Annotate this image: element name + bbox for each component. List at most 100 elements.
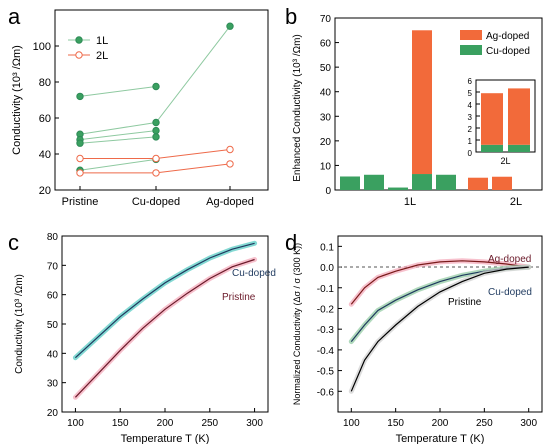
panel-d-series-label: Ag-doped xyxy=(488,254,531,265)
panel-a-point xyxy=(76,139,84,147)
panel-label-c: c xyxy=(8,230,19,255)
panel-b-legend-label: Ag-doped xyxy=(486,31,529,42)
panel-a-point xyxy=(152,133,160,141)
panel-b-group-label: 1L xyxy=(404,196,416,208)
panel-a-xtick-label: Ag-doped xyxy=(206,196,254,208)
panel-d-series-line xyxy=(350,266,529,392)
panel-a-point xyxy=(76,154,84,163)
panel-c-xtick-label: 200 xyxy=(157,418,174,429)
panel-a-chart: 20 40 60 80 100 Pristine Cu-doped Ag-doped Condu… xyxy=(11,9,269,208)
panel-b-bar-cu xyxy=(412,174,432,190)
panel-a-point xyxy=(152,154,160,163)
panel-b-inset-ytick-label: 4 xyxy=(468,101,473,110)
panel-b-inset-ytick-label: 3 xyxy=(468,113,473,122)
panel-d-xtick-label: 150 xyxy=(387,418,404,429)
panel-b-ytick-label: 0 xyxy=(325,186,331,197)
panel-d-series-band xyxy=(348,264,532,394)
panel-b-legend-label: Cu-doped xyxy=(486,46,530,57)
panel-d-ytick-label: 0.1 xyxy=(320,242,334,253)
panel-a-ytick-label: 80 xyxy=(39,77,51,89)
panel-c-series-label: Cu-doped xyxy=(232,268,276,279)
panel-b-bar-cu xyxy=(364,174,384,190)
panel-b-legend-swatch xyxy=(460,45,482,55)
panel-a-point xyxy=(152,118,160,127)
panel-a-point xyxy=(152,126,160,135)
panel-a-legend-label: 2L xyxy=(96,50,108,62)
panel-d-ytick-label: -0.2 xyxy=(317,304,335,315)
panel-c-ytick-label: 20 xyxy=(47,408,59,419)
panel-b-inset-ytick-label: 5 xyxy=(468,89,473,98)
panel-d-ytick-label: -0.5 xyxy=(317,367,335,378)
panel-a-point xyxy=(226,160,234,168)
panel-b-inset-bar-ag xyxy=(481,93,503,145)
panel-c-xlabel: Temperature T (K) xyxy=(121,433,210,444)
panel-b-ylabel: Enhanced Conductivity (10³ /Ωm) xyxy=(292,34,303,182)
panel-b-inset-bar-cu xyxy=(481,144,503,152)
panel-c-ytick-label: 60 xyxy=(47,291,59,302)
panel-b-bar-ag xyxy=(492,176,512,190)
panel-c-chart: 20 30 40 50 60 70 80 100 150 200 250 300 Temperature… xyxy=(14,232,276,444)
panel-b-inset-ytick-label: 2 xyxy=(468,125,473,134)
panel-c-series-line xyxy=(74,242,255,359)
panel-b-inset-bar-ag xyxy=(508,88,530,145)
panel-c-series-label: Pristine xyxy=(222,292,256,303)
panel-c-ytick-label: 80 xyxy=(47,232,59,243)
panel-c-ytick-label: 30 xyxy=(47,379,59,390)
panel-b-ytick-label: 60 xyxy=(320,39,332,50)
panel-c-xtick-label: 100 xyxy=(67,418,84,429)
panel-c-frame xyxy=(61,235,269,413)
panel-d-xtick-label: 100 xyxy=(343,418,360,429)
panel-b-ytick-label: 40 xyxy=(320,88,332,99)
panel-b-bar-cu xyxy=(388,187,408,190)
panel-b-inset-bar-cu xyxy=(508,144,530,152)
panel-d-xlabel: Temperature T (K) xyxy=(396,433,485,444)
panel-a-ytick-label: 100 xyxy=(33,41,51,53)
panel-b-ytick-label: 50 xyxy=(320,63,332,74)
panel-a-ytick-label: 60 xyxy=(39,113,51,125)
panel-d-series-label: Pristine xyxy=(448,297,482,308)
panel-d-ylabel: Normalized Conductivity (Δσ / σ (300 K)) xyxy=(292,243,302,405)
panel-d-series-line xyxy=(350,260,529,305)
panel-b-bar-cu xyxy=(340,176,360,190)
panel-a-point xyxy=(76,169,84,177)
panel-b-ytick-label: 70 xyxy=(320,14,332,25)
panel-b-inset-ytick-label: 1 xyxy=(468,137,473,146)
panel-a-point xyxy=(152,169,160,177)
panel-a-point xyxy=(226,145,234,154)
panel-b-group-label: 2L xyxy=(510,196,522,208)
panel-a-legend-marker xyxy=(75,36,83,44)
panel-c-xtick-label: 300 xyxy=(246,418,263,429)
panel-b-legend-swatch xyxy=(460,30,482,40)
panel-a-xtick-label: Pristine xyxy=(62,196,99,208)
panel-b-ytick-label: 20 xyxy=(320,137,332,148)
panel-c-ytick-label: 40 xyxy=(47,349,59,360)
panel-a-xtick-label: Cu-doped xyxy=(132,196,180,208)
panel-b-bar-ag xyxy=(412,30,432,175)
panel-c-ylabel: Conductivity (10³ /Ωm) xyxy=(14,274,25,374)
panel-b-bar-ag xyxy=(468,177,488,190)
panel-b-inset-ytick-label: 6 xyxy=(468,77,473,86)
panel-a-ytick-label: 40 xyxy=(39,149,51,161)
panel-a-series-line xyxy=(79,136,157,144)
panel-d-xtick-label: 200 xyxy=(432,418,449,429)
panel-a-ytick-label: 20 xyxy=(39,185,51,197)
panel-d-xtick-label: 250 xyxy=(476,418,493,429)
panel-d-chart: -0.6 -0.5 -0.4 -0.3 -0.2 -0.1 0.0 0.1 100 150 200 2… xyxy=(292,235,543,444)
panel-d-ytick-label: 0.0 xyxy=(320,263,334,274)
panel-b-bar-cu xyxy=(436,174,456,190)
panel-b-inset-ytick-label: 0 xyxy=(468,149,473,158)
panel-d-ytick-label: -0.6 xyxy=(317,387,335,398)
panel-c-series-line xyxy=(74,258,255,398)
panel-b-inset-xlabel: 2L xyxy=(500,156,510,166)
panel-d-series-label: Cu-doped xyxy=(488,287,532,298)
panel-b-ytick-label: 10 xyxy=(320,161,332,172)
panel-a-series-line xyxy=(79,158,157,171)
panel-label-d: d xyxy=(285,230,297,255)
panel-label-a: a xyxy=(8,4,21,29)
panel-d-ytick-label: -0.1 xyxy=(317,284,335,295)
panel-label-b: b xyxy=(285,4,297,29)
panel-a-legend-marker xyxy=(75,51,83,59)
panel-c-ytick-label: 70 xyxy=(47,261,59,272)
panel-c-ytick-label: 50 xyxy=(47,320,59,331)
